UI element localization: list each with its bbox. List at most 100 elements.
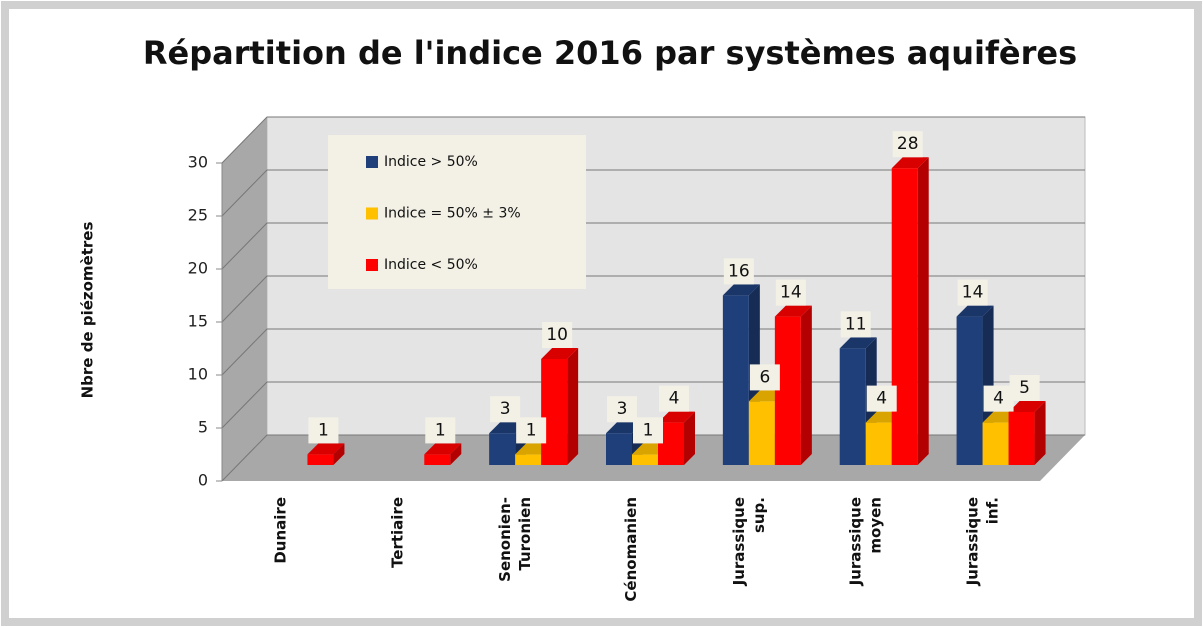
x-tick-line: Senonien- <box>496 497 514 582</box>
bar-top <box>307 443 345 455</box>
data-label: 1 <box>643 420 654 440</box>
legend-label: Indice < 50% <box>384 257 478 273</box>
bar <box>541 348 579 465</box>
data-label: 3 <box>617 399 628 419</box>
bar-side <box>450 443 462 465</box>
legend-label: Indice = 50% ± 3% <box>384 206 521 222</box>
bar-top <box>1008 401 1046 412</box>
data-label-box <box>892 131 923 158</box>
grid-line <box>221 116 268 164</box>
bar-front <box>839 348 866 465</box>
data-label-box <box>490 396 521 423</box>
data-label: 1 <box>526 420 537 440</box>
bar <box>722 284 760 465</box>
x-tick-line: Jurassique <box>729 497 747 586</box>
data-label-box <box>866 385 897 412</box>
bar <box>774 305 812 465</box>
grid-line <box>221 169 268 217</box>
x-tick-line: Dunaire <box>271 497 289 564</box>
bar-side <box>1034 401 1046 465</box>
bar <box>1008 401 1046 465</box>
x-tick-label: Tertiaire <box>388 497 406 568</box>
x-tick-line: Tertiaire <box>388 497 406 568</box>
chart-title: Répartition de l'indice 2016 par système… <box>143 34 1077 72</box>
bar-front <box>632 454 658 465</box>
data-label: 5 <box>1019 378 1030 398</box>
x-tick-label: Dunaire <box>271 497 289 564</box>
bar-front <box>748 401 775 465</box>
data-label: 6 <box>759 367 770 387</box>
data-label: 16 <box>728 261 750 281</box>
data-label-box <box>1009 375 1040 401</box>
bar-top <box>658 411 695 423</box>
bar-side <box>917 157 929 465</box>
data-label-box <box>425 417 456 444</box>
bar-front <box>891 168 918 465</box>
bar-side <box>567 348 579 465</box>
bar-front <box>774 316 801 465</box>
data-label: 1 <box>318 420 329 440</box>
bar-front <box>982 422 1009 465</box>
x-tick-line: inf. <box>983 497 1001 524</box>
data-label-box <box>607 396 637 423</box>
grid-line <box>221 328 268 376</box>
data-label-box <box>840 311 871 338</box>
data-label-box <box>516 417 547 444</box>
x-tick-label: Jurassique inf. <box>963 497 1001 586</box>
legend-swatch <box>366 259 378 271</box>
bar-side <box>684 411 695 465</box>
data-label-box <box>633 417 663 444</box>
x-tick-line: Jurassique <box>846 497 864 586</box>
bar-side <box>333 443 345 465</box>
bar-top <box>774 305 812 317</box>
y-tick-label: 25 <box>188 206 208 225</box>
bar-front <box>722 295 749 465</box>
data-label-box <box>542 322 573 348</box>
legend-swatch <box>366 207 378 220</box>
legend-label: Indice > 50% <box>384 154 478 170</box>
bar <box>956 305 994 465</box>
grid-line <box>221 275 268 323</box>
grid-line <box>221 381 268 429</box>
data-label: 11 <box>845 314 867 334</box>
x-tick-label: Jurassique moyen <box>846 497 884 586</box>
data-label: 4 <box>669 389 680 409</box>
y-tick-label: 10 <box>188 365 208 384</box>
bar-top <box>424 443 462 455</box>
legend-swatch <box>366 156 378 168</box>
bar-front <box>956 316 983 465</box>
bar-front <box>541 359 568 465</box>
data-label-box <box>308 417 339 444</box>
bar-front <box>424 454 451 465</box>
bar-front <box>1008 412 1035 465</box>
x-tick-label: Senonien- Turonien <box>496 497 534 582</box>
data-label-box <box>775 279 806 306</box>
bar-side <box>800 305 812 465</box>
data-label: 3 <box>500 399 511 419</box>
data-label: 4 <box>876 389 887 409</box>
y-tick-label: 0 <box>198 471 208 490</box>
data-label-box <box>659 385 689 412</box>
bar-top <box>891 157 929 169</box>
data-label-box <box>983 385 1014 412</box>
data-label-box <box>957 279 988 306</box>
x-tick-line: sup. <box>749 497 767 533</box>
data-label: 1 <box>435 420 446 440</box>
bar-top <box>541 348 579 359</box>
bar-front <box>489 433 516 465</box>
y-axis-label: Nbre de piézomètres <box>79 222 97 399</box>
bar <box>424 443 462 465</box>
data-label-box <box>749 364 780 391</box>
bar-top <box>722 284 760 296</box>
y-tick-label: 30 <box>188 153 208 172</box>
bar-front <box>307 454 334 465</box>
data-label: 14 <box>780 283 802 303</box>
bar <box>891 157 929 465</box>
bar-front <box>865 422 892 465</box>
bar <box>307 443 345 465</box>
y-tick-label: 5 <box>198 418 208 437</box>
bar-top <box>956 305 994 317</box>
bar-top <box>839 337 877 349</box>
x-tick-line: Jurassique <box>963 497 981 586</box>
y-tick-label: 20 <box>188 259 208 278</box>
